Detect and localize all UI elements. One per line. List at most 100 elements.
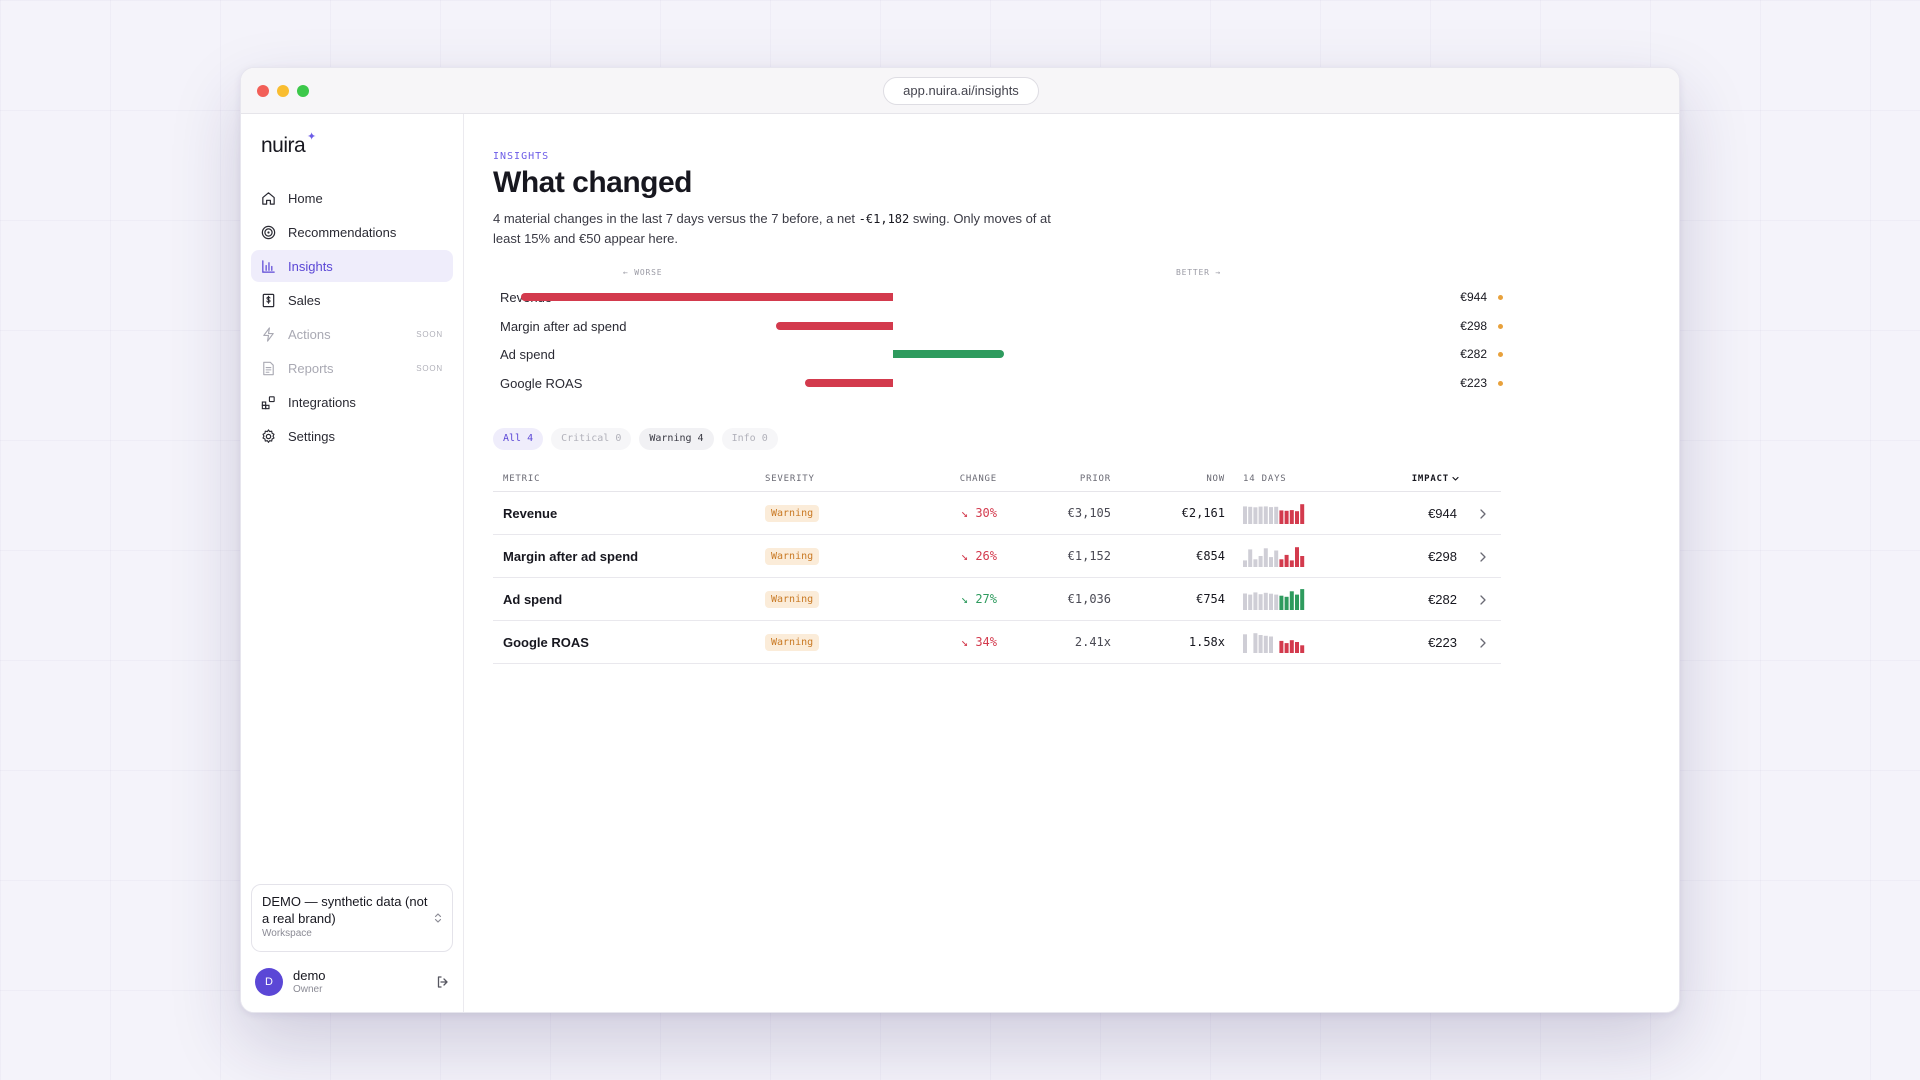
sidebar-item-reports: Reports SOON bbox=[251, 352, 453, 384]
sparkline-bar bbox=[1248, 506, 1253, 524]
filter-critical[interactable]: Critical 0 bbox=[551, 428, 632, 450]
home-icon bbox=[262, 191, 275, 205]
subtitle-text-end: swing. Only moves of at least 15% and €5… bbox=[493, 211, 1051, 246]
severity-badge: Warning bbox=[765, 591, 820, 608]
sidebar-item-label: Settings bbox=[288, 428, 335, 444]
column-impact[interactable]: IMPACT bbox=[1411, 474, 1449, 484]
column-prior[interactable]: PRIOR bbox=[1079, 474, 1111, 484]
prior-value: €1,152 bbox=[1067, 549, 1111, 563]
change-value: ↘ 27% bbox=[960, 592, 997, 606]
sparkline-bar bbox=[1295, 511, 1299, 524]
now-value: 1.58x bbox=[1188, 635, 1225, 649]
warning-dot-icon bbox=[1498, 352, 1503, 357]
chevron-right-icon[interactable] bbox=[1479, 508, 1487, 520]
filter-all[interactable]: All 4 bbox=[493, 428, 544, 450]
impact-chart-row[interactable]: Google ROAS €223 bbox=[493, 373, 1503, 393]
sparkline-bar bbox=[1253, 559, 1258, 567]
minimize-window-button[interactable] bbox=[277, 85, 289, 97]
sparkline-bar bbox=[1279, 510, 1284, 524]
sparkline-bar bbox=[1279, 595, 1284, 610]
sparkline-bar bbox=[1284, 596, 1289, 610]
chevron-up-down-icon bbox=[434, 913, 442, 923]
sidebar-item-insights[interactable]: Insights bbox=[251, 250, 453, 282]
sidebar-item-label: Actions bbox=[288, 326, 331, 342]
filter-count: 0 bbox=[615, 433, 622, 444]
impact-chart-row[interactable]: Revenue€944 bbox=[493, 287, 1503, 307]
document-icon bbox=[263, 361, 274, 375]
user-role: Owner bbox=[293, 984, 323, 995]
sidebar-item-home[interactable]: Home bbox=[251, 182, 453, 214]
gear-icon bbox=[262, 428, 275, 443]
metric-name: Ad spend bbox=[503, 592, 563, 607]
impact-bar bbox=[893, 350, 1005, 358]
filter-info[interactable]: Info 0 bbox=[721, 428, 778, 450]
impact-chart-row[interactable]: Margin after ad spend €298 bbox=[493, 316, 1503, 336]
sparkline-bar bbox=[1274, 594, 1279, 610]
sparkline-bar bbox=[1263, 592, 1268, 610]
column-metric[interactable]: METRIC bbox=[503, 474, 541, 484]
page-title: What changed bbox=[493, 166, 693, 199]
metric-name: Margin after ad spend bbox=[503, 549, 639, 564]
page-eyebrow: INSIGHTS bbox=[493, 151, 550, 162]
table-row[interactable]: Revenue Warning ↘ 30% €3,105 €2,161 €944 bbox=[493, 492, 1501, 535]
severity-badge: Warning bbox=[765, 505, 820, 522]
warning-dot-icon bbox=[1498, 295, 1503, 300]
impact-value: €282 bbox=[1460, 347, 1487, 361]
chevron-right-icon[interactable] bbox=[1479, 594, 1487, 606]
sparkline-bar bbox=[1295, 642, 1299, 653]
column-change[interactable]: CHANGE bbox=[959, 474, 997, 484]
sparkline-bar bbox=[1243, 506, 1247, 524]
sidebar-item-sales[interactable]: Sales bbox=[251, 284, 453, 316]
sort-desc-icon[interactable] bbox=[1452, 476, 1459, 482]
close-window-button[interactable] bbox=[257, 85, 269, 97]
warning-dot-icon bbox=[1498, 323, 1503, 329]
sidebar-item-settings[interactable]: Settings bbox=[251, 420, 453, 452]
browser-window: app.nuira.ai/insights nuira ✦ Home Recomm… bbox=[240, 67, 1680, 1013]
sidebar-nav: Home Recommendations Insights Sales Actions S… bbox=[251, 182, 453, 454]
sparkline-bar bbox=[1300, 556, 1305, 567]
impact-chart-label: Google ROAS bbox=[500, 375, 583, 391]
dollar-doc-icon bbox=[262, 293, 275, 307]
sparkline-bar bbox=[1253, 633, 1258, 653]
sparkline-bar bbox=[1289, 591, 1294, 610]
column-14-days[interactable]: 14 DAYS bbox=[1243, 474, 1287, 484]
metric-name: Revenue bbox=[503, 506, 558, 521]
column-severity[interactable]: SEVERITY bbox=[765, 474, 815, 484]
impact-chart-row[interactable]: Ad spend €282 bbox=[493, 344, 1503, 364]
workspace-label: Workspace bbox=[262, 928, 312, 939]
sidebar-item-recommendations[interactable]: Recommendations bbox=[251, 216, 453, 248]
column-now[interactable]: NOW bbox=[1206, 474, 1225, 484]
sparkline-bar bbox=[1300, 504, 1305, 524]
impact-bar bbox=[521, 293, 893, 301]
impact-bar bbox=[775, 321, 893, 330]
brand-logo[interactable]: nuira bbox=[261, 134, 306, 157]
address-bar[interactable]: app.nuira.ai/insights bbox=[883, 77, 1039, 105]
sparkline-14-days bbox=[1243, 633, 1305, 653]
sparkline-bar bbox=[1279, 640, 1284, 653]
impact-chart-label: Ad spend bbox=[500, 347, 555, 362]
filter-warning[interactable]: Warning 4 bbox=[639, 428, 714, 450]
sparkline-bar bbox=[1263, 548, 1268, 567]
sparkline-14-days bbox=[1243, 547, 1305, 567]
sparkline-bar bbox=[1279, 559, 1284, 567]
table-row[interactable]: Google ROAS Warning ↘ 34% 2.41x 1.58x €223 bbox=[493, 621, 1501, 664]
table-row[interactable]: Margin after ad spend Warning ↘ 26% €1,152 €… bbox=[493, 535, 1501, 578]
sparkline-bar bbox=[1258, 556, 1263, 567]
chevron-right-icon[interactable] bbox=[1479, 637, 1487, 649]
filter-label: Critical bbox=[561, 433, 610, 444]
sparkline-bar bbox=[1263, 635, 1268, 653]
table-row[interactable]: Ad spend Warning ↘ 27% €1,036 €754 €282 bbox=[493, 578, 1501, 621]
avatar: D bbox=[255, 968, 283, 996]
sidebar-item-integrations[interactable]: Integrations bbox=[251, 386, 453, 418]
logout-icon[interactable] bbox=[435, 974, 451, 990]
workspace-switcher[interactable]: DEMO — synthetic data (not a real brand)… bbox=[251, 884, 453, 952]
brand-star-icon: ✦ bbox=[307, 131, 317, 143]
maximize-window-button[interactable] bbox=[297, 85, 309, 97]
sparkline-bar bbox=[1284, 643, 1289, 653]
chevron-right-icon[interactable] bbox=[1479, 551, 1487, 563]
severity-filters: All 4 Critical 0 Warning 4 Info 0 bbox=[493, 428, 778, 450]
sparkline-bar bbox=[1269, 557, 1273, 567]
user-profile[interactable]: D demo Owner bbox=[255, 966, 451, 998]
worse-axis-label: ← WORSE bbox=[623, 268, 663, 277]
sparkline-bar bbox=[1295, 594, 1299, 610]
